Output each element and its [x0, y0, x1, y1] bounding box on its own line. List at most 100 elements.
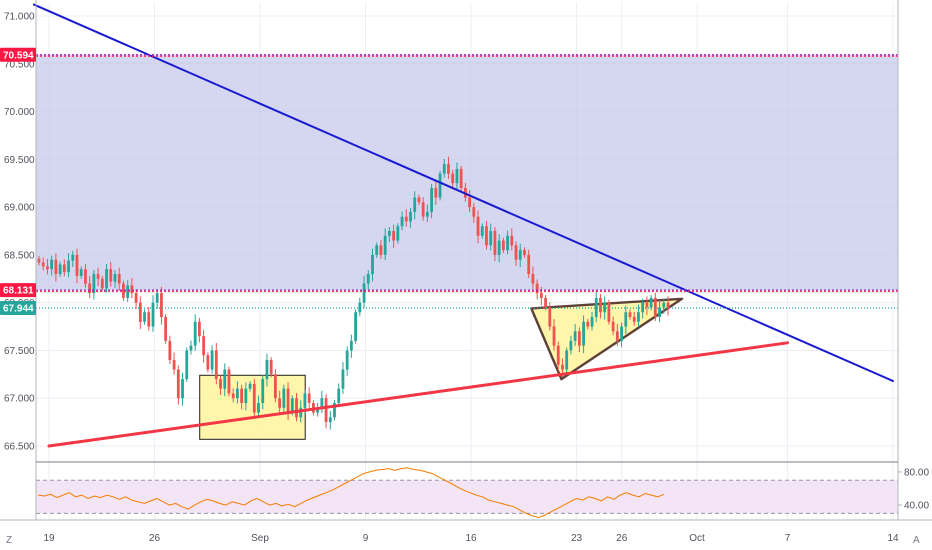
candlestick-series	[37, 156, 670, 430]
candle-body	[345, 350, 349, 370]
candle-body	[603, 302, 607, 313]
z-icon[interactable]: Z	[6, 535, 12, 546]
x-tick-label: 14	[887, 533, 899, 544]
candle-body	[84, 269, 87, 284]
candle-body	[442, 164, 446, 174]
candle-body	[362, 283, 366, 303]
trendlines	[32, 3, 894, 448]
candle-body	[653, 297, 657, 317]
x-tick-label: 26	[149, 533, 161, 544]
candle-body	[54, 259, 58, 274]
candle-body	[50, 259, 54, 270]
candle-body	[518, 250, 522, 260]
candle-body	[523, 250, 526, 255]
oscillator-band	[36, 480, 898, 514]
y-tick-label: 69.500	[4, 155, 35, 166]
candle-body	[46, 266, 49, 270]
candle-body	[666, 302, 670, 309]
candle-body	[535, 283, 539, 294]
candle-body	[290, 398, 294, 413]
candle-body	[41, 262, 45, 267]
y-tick-label: 67.500	[4, 346, 35, 357]
candle-body	[278, 398, 282, 408]
candle-body	[62, 264, 66, 273]
candle-body	[147, 312, 151, 327]
candle-body	[143, 312, 146, 322]
candle-body	[493, 231, 497, 255]
candle-body	[590, 317, 594, 327]
candle-body	[160, 293, 163, 317]
candle-body	[539, 293, 543, 298]
candle-body	[379, 245, 383, 255]
candle-body	[206, 355, 210, 370]
candle-body	[113, 274, 117, 282]
candle-body	[244, 388, 248, 403]
candle-body	[552, 326, 556, 346]
candle-body	[544, 297, 547, 308]
price-badge-label: 70.594	[3, 50, 34, 61]
candle-body	[620, 326, 623, 341]
candle-body	[548, 307, 552, 327]
candle-body	[214, 350, 218, 380]
x-tick-label: 16	[465, 533, 477, 544]
candle-body	[210, 350, 214, 370]
candle-body	[569, 340, 573, 351]
candle-body	[307, 393, 311, 403]
candle-body	[227, 369, 231, 394]
candle-body	[400, 216, 404, 227]
candle-body	[252, 383, 256, 413]
candle-body	[117, 274, 121, 284]
candle-body	[286, 388, 290, 413]
price-badge	[0, 301, 36, 316]
candle-body	[582, 321, 585, 346]
candle-body	[134, 293, 138, 303]
price-badge-label: 68.131	[3, 286, 34, 297]
candle-body	[168, 340, 172, 360]
candle-body	[561, 364, 564, 370]
candle-body	[193, 321, 197, 346]
corner-icons: Z A	[6, 535, 920, 546]
candle-body	[328, 417, 332, 423]
candle-body	[358, 302, 362, 313]
candle-body	[265, 360, 269, 380]
candle-body	[480, 226, 484, 236]
candle-body	[662, 302, 666, 308]
candle-body	[645, 302, 649, 308]
candle-body	[615, 331, 619, 341]
candle-body	[337, 388, 341, 403]
y-tick-label: 70.500	[4, 59, 35, 70]
candle-body	[556, 345, 560, 365]
candle-body	[459, 168, 463, 188]
candle-body	[202, 336, 206, 356]
oscillator-tick-label: 80.00	[904, 467, 929, 478]
candle-body	[126, 285, 130, 298]
candle-body	[658, 307, 661, 317]
candle-body	[485, 226, 488, 246]
candle-body	[109, 269, 113, 282]
candle-body	[164, 317, 168, 341]
a-icon[interactable]: A	[913, 535, 920, 546]
y-tick-label: 71.000	[4, 12, 35, 23]
candle-body	[130, 285, 134, 294]
candle-body	[413, 197, 417, 212]
x-tick-label: 26	[616, 533, 628, 544]
candle-body	[565, 350, 569, 370]
x-tick-label: 19	[43, 533, 55, 544]
candle-body	[451, 173, 455, 184]
candle-body	[71, 254, 75, 261]
candle-body	[231, 393, 235, 399]
candle-body	[299, 407, 303, 418]
price-badge-label: 67.944	[3, 304, 34, 315]
candle-body	[468, 197, 471, 208]
candle-body	[392, 231, 396, 241]
candle-body	[531, 274, 535, 284]
resistance-zone	[36, 54, 898, 291]
candle-body	[240, 388, 244, 403]
candle-body	[586, 321, 590, 327]
candle-body	[624, 312, 628, 327]
x-tick-label: 23	[571, 533, 583, 544]
ascending-trendline	[47, 341, 789, 448]
candle-body	[383, 235, 387, 255]
candle-body	[417, 197, 421, 203]
